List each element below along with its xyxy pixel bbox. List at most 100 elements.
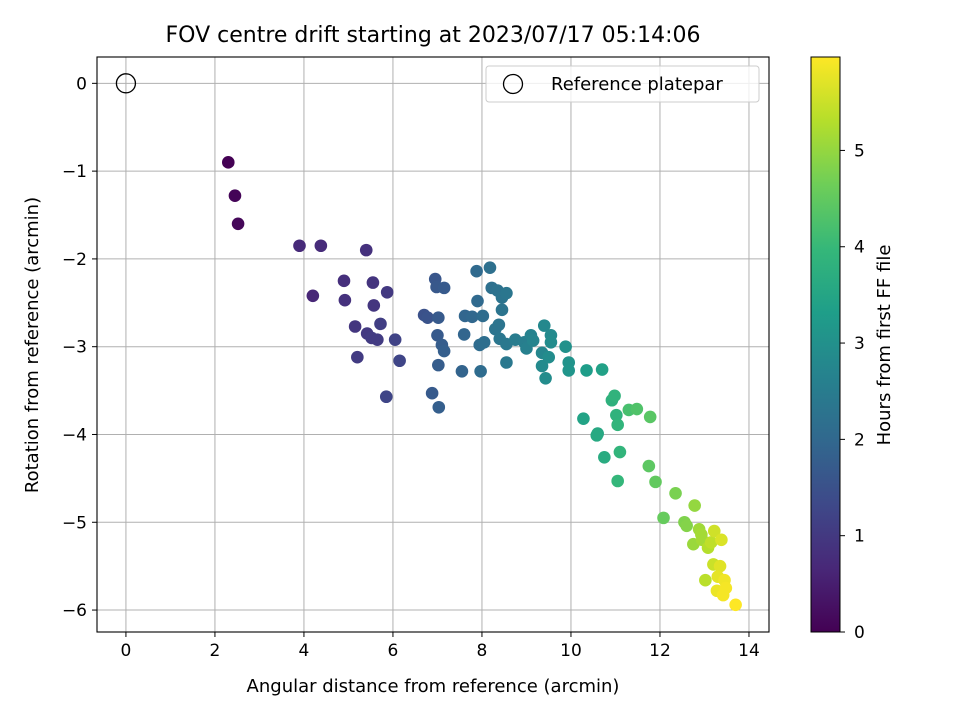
colorbar-tick-label: 4 [854,238,865,258]
colorbar-tick-label: 2 [854,430,865,450]
data-point [535,359,549,373]
data-point [421,311,434,325]
data-point [231,217,245,231]
colorbar-tick-label: 5 [854,141,865,161]
data-point [306,289,320,303]
data-point [359,243,373,257]
data-point [374,317,387,331]
data-point [476,309,490,323]
data-point [613,445,627,459]
data-point [489,322,502,336]
data-point [437,344,451,358]
data-point [598,451,611,464]
data-point [495,303,509,317]
data-point [388,333,402,346]
data-point [715,533,728,547]
data-point [431,328,444,342]
data-point [649,475,662,489]
data-point [577,412,590,425]
data-point [642,459,656,473]
data-point [630,402,644,416]
legend-box [485,65,760,103]
reference-marker-group [115,73,137,94]
legend-label-reference: Reference platepar [551,74,723,95]
plot-area: 0 2 4 6 8 10 12 14 0 −1 −2 −3 −4 −5 −6 [62,56,770,661]
data-point [680,519,693,533]
data-point [500,286,513,300]
data-point [314,239,328,253]
data-point [221,156,235,169]
data-point [580,364,593,377]
data-point [228,189,242,203]
data-point [610,408,623,422]
data-point [367,299,381,312]
plot-background [97,57,769,632]
data-point [477,336,491,349]
y-tick-label: −1 [62,162,87,182]
data-point [611,418,624,432]
data-point [393,354,406,368]
data-point [471,294,484,308]
colorbar-tick-label: 3 [854,334,865,354]
data-point [643,410,657,424]
colorbar-tick-label: 1 [854,527,865,547]
data-point [729,598,742,612]
y-tick-label: 0 [76,74,87,94]
data-point [611,474,624,488]
data-point [366,276,380,289]
data-point [348,320,362,333]
data-point [500,356,513,369]
data-point [562,364,576,377]
x-tick-label: 4 [299,641,310,661]
x-tick-label: 2 [210,641,221,661]
y-tick-label: −3 [62,338,87,358]
colorbar-tick-label: 0 [854,623,865,643]
data-point [704,536,718,549]
colorbar-gradient [810,56,841,633]
data-point [713,559,727,573]
x-tick-label: 10 [560,641,582,661]
data-point [474,364,487,378]
y-tick-label: −5 [62,513,87,533]
x-axis-label: Angular distance from reference (arcmin) [247,676,620,697]
x-tick-label: 6 [388,641,399,661]
legend: Reference platepar [485,65,760,103]
x-tick-label: 8 [477,641,488,661]
data-point [707,524,721,538]
data-point [437,281,451,295]
data-point [338,293,352,307]
data-point [457,328,471,341]
colorbar-label: Hours from first FF file [874,245,895,446]
data-point [537,319,551,332]
data-point [379,390,393,404]
x-axis-ticks: 0 2 4 6 8 10 12 14 [121,632,760,661]
legend-marker-reference [502,73,524,95]
data-point [351,350,364,364]
data-point [699,573,712,587]
colorbar-ticks: 0 1 2 3 4 5 [840,141,865,643]
data-point [432,358,445,372]
x-tick-label: 12 [649,641,671,661]
x-tick-label: 0 [121,641,132,661]
y-axis-label: Rotation from reference (arcmin) [22,197,43,493]
data-point [470,264,483,278]
data-point [539,371,552,385]
data-point [595,363,609,376]
data-point [542,350,556,364]
data-point [559,340,572,353]
x-tick-label: 14 [738,641,760,661]
data-point [544,336,558,349]
y-tick-label: −6 [62,601,87,621]
data-point [526,334,540,347]
data-points [221,156,742,612]
y-tick-label: −2 [62,250,87,270]
y-axis-ticks: 0 −1 −2 −3 −4 −5 −6 [62,74,97,621]
chart-title: FOV centre drift starting at 2023/07/17 … [166,23,701,48]
data-point [716,588,730,602]
data-point [465,310,479,324]
data-point [657,511,670,525]
plot-frame [96,56,770,633]
data-point [425,386,439,400]
y-tick-label: −4 [62,425,87,445]
